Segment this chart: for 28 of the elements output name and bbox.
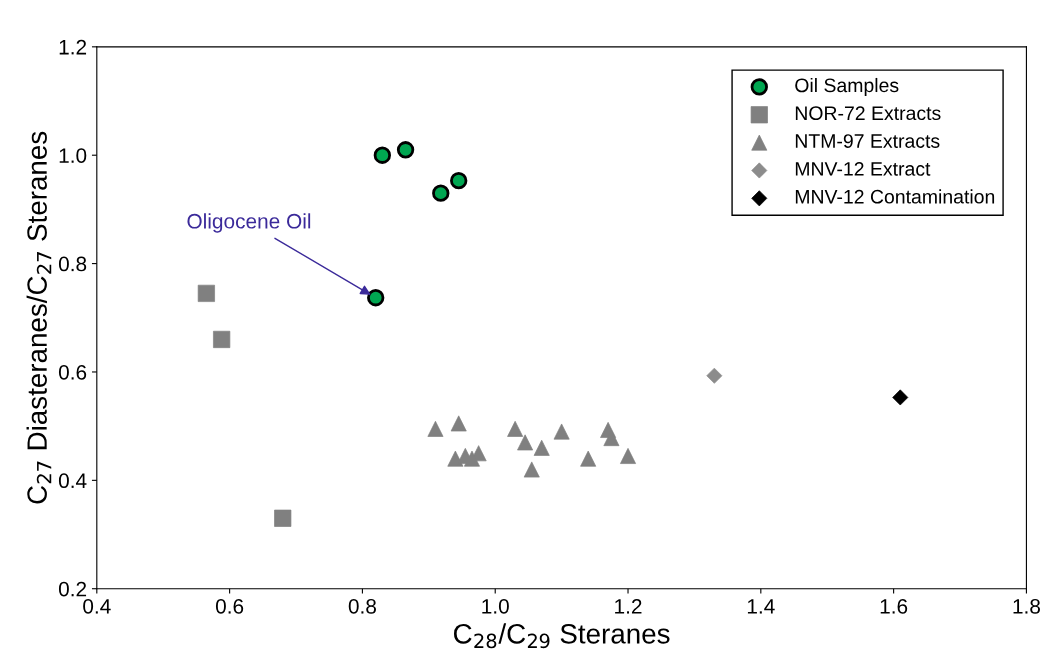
x-tick-label: 1.4 bbox=[747, 599, 775, 614]
y-axis-title: C$_{27}$ Diasteranes/C$_{27}$ Steranes bbox=[26, 131, 52, 504]
x-tick-label: 0.4 bbox=[83, 598, 111, 614]
point bbox=[373, 146, 392, 164]
x-tick-label: 1.6 bbox=[880, 598, 908, 614]
point bbox=[706, 367, 723, 384]
y-tick-label: 1.0 bbox=[59, 148, 87, 163]
y-tick-label: 1.2 bbox=[59, 39, 87, 55]
y-tick-label: 0.4 bbox=[58, 473, 87, 489]
point bbox=[432, 184, 450, 202]
point bbox=[367, 289, 385, 307]
y-tick-label: 0.8 bbox=[58, 256, 87, 272]
legend-label: Oil Samples bbox=[795, 77, 899, 97]
point bbox=[450, 172, 468, 190]
y-tick-label: 0.6 bbox=[58, 364, 87, 380]
point bbox=[396, 141, 415, 159]
x-tick-label: 0.8 bbox=[348, 598, 376, 614]
x-tick-label: 1.0 bbox=[482, 598, 509, 614]
x-tick-label: 1.8 bbox=[1013, 598, 1040, 614]
x-tick-label: 1.2 bbox=[615, 598, 642, 614]
y-tick-label: 0.2 bbox=[58, 581, 87, 597]
legend-label: MNV-12 Contamination bbox=[795, 189, 995, 204]
annotation: Oligocene Oil bbox=[187, 213, 311, 233]
legend-label: MNV-12 Extract bbox=[795, 162, 931, 176]
x-axis-title: C$_{28}$/C$_{29}$ Steranes bbox=[454, 623, 670, 649]
legend-label: NOR-72 Extracts bbox=[795, 106, 941, 121]
x-tick-label: 0.6 bbox=[215, 598, 244, 614]
legend-label: NTM-97 Extracts bbox=[795, 134, 940, 148]
